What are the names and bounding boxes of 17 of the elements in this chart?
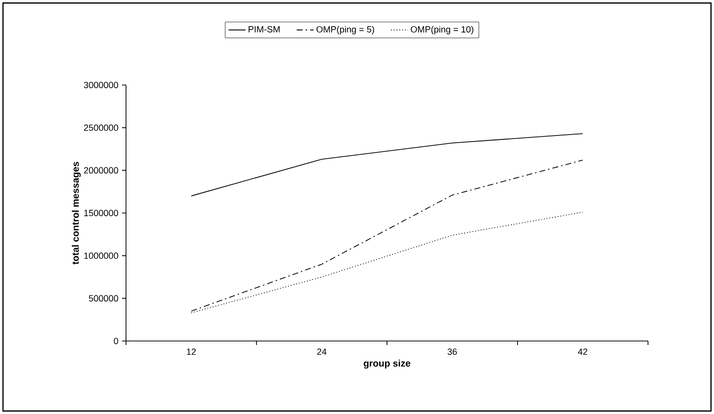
x-axis-title: group size — [364, 360, 410, 369]
y-tick-label: 3000000 — [84, 82, 118, 88]
y-tick-label: 1000000 — [84, 252, 118, 259]
x-tick-label: 24 — [317, 348, 326, 355]
x-tick-label: 12 — [186, 348, 196, 355]
line-series — [190, 133, 584, 196]
legend-label: OMP(ping = 10) — [410, 26, 474, 34]
x-tick-label: 36 — [448, 348, 457, 355]
x-tick-label: 42 — [578, 348, 588, 355]
legend-label: PIM-SM — [248, 26, 280, 32]
y-tick-label: 0 — [114, 338, 118, 344]
y-tick-label: 500000 — [88, 295, 118, 302]
y-axis-title: total control messages — [72, 162, 81, 264]
legend-label: OMP(ping = 5) — [316, 26, 374, 34]
y-tick-label: 2000000 — [84, 167, 118, 174]
y-tick-label: 1500000 — [84, 210, 118, 216]
y-tick-label: 2500000 — [84, 124, 118, 131]
